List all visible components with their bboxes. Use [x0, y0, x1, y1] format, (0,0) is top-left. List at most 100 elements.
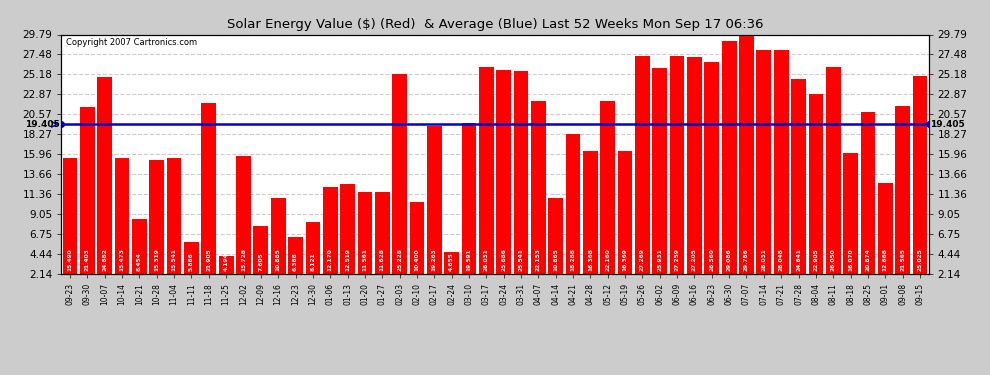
Text: 21.403: 21.403: [85, 248, 90, 271]
Bar: [357, 192, 372, 274]
Text: 16.070: 16.070: [848, 249, 853, 271]
Bar: [722, 40, 737, 274]
Text: 25.025: 25.025: [918, 248, 923, 271]
Text: 16.369: 16.369: [623, 248, 628, 271]
Text: 15.490: 15.490: [67, 249, 72, 271]
Text: 8.454: 8.454: [137, 252, 142, 271]
Bar: [253, 226, 268, 274]
Text: 4.194: 4.194: [224, 252, 229, 271]
Bar: [860, 112, 875, 274]
Text: 25.686: 25.686: [501, 248, 506, 271]
Text: 22.905: 22.905: [814, 249, 819, 271]
Text: 21.565: 21.565: [900, 248, 905, 271]
Text: 5.866: 5.866: [189, 252, 194, 271]
Bar: [201, 103, 216, 274]
Text: 24.641: 24.641: [796, 248, 801, 271]
Text: 26.050: 26.050: [831, 249, 836, 271]
Bar: [618, 151, 633, 274]
Text: 15.728: 15.728: [241, 248, 246, 271]
Bar: [149, 160, 164, 274]
Text: 15.541: 15.541: [171, 248, 176, 271]
Bar: [756, 50, 771, 274]
Text: 26.560: 26.560: [709, 248, 715, 271]
Text: 10.865: 10.865: [553, 248, 558, 271]
Bar: [496, 70, 511, 274]
Bar: [461, 123, 476, 274]
Bar: [600, 100, 615, 274]
Text: 15.319: 15.319: [154, 248, 159, 271]
Bar: [565, 134, 580, 274]
Text: 20.874: 20.874: [865, 248, 870, 271]
Bar: [705, 63, 719, 274]
Text: 21.905: 21.905: [206, 249, 211, 271]
Text: 25.228: 25.228: [397, 248, 402, 271]
Text: 28.031: 28.031: [761, 248, 766, 271]
Text: 15.473: 15.473: [120, 248, 125, 271]
Text: 29.786: 29.786: [744, 248, 749, 271]
Bar: [479, 67, 494, 274]
Bar: [184, 242, 199, 274]
Bar: [445, 252, 459, 274]
Bar: [583, 151, 598, 274]
Text: 10.400: 10.400: [415, 249, 420, 271]
Text: 29.086: 29.086: [727, 249, 732, 271]
Text: 7.605: 7.605: [258, 252, 263, 271]
Bar: [115, 158, 130, 274]
Bar: [132, 219, 147, 274]
Bar: [323, 187, 338, 274]
Text: 27.205: 27.205: [692, 248, 697, 271]
Bar: [774, 50, 789, 274]
Bar: [306, 222, 320, 274]
Text: 8.121: 8.121: [311, 252, 316, 271]
Bar: [375, 192, 390, 274]
Bar: [271, 198, 285, 274]
Text: 10.885: 10.885: [275, 248, 281, 271]
Text: 18.288: 18.288: [570, 248, 575, 271]
Bar: [791, 79, 806, 274]
Text: 24.882: 24.882: [102, 248, 107, 271]
Text: 16.368: 16.368: [588, 248, 593, 271]
Bar: [514, 71, 529, 274]
Bar: [809, 94, 824, 274]
Bar: [895, 106, 910, 274]
Text: 28.048: 28.048: [779, 248, 784, 271]
Bar: [288, 237, 303, 274]
Bar: [80, 107, 95, 274]
Bar: [913, 76, 928, 274]
Title: Solar Energy Value ($) (Red)  & Average (Blue) Last 52 Weeks Mon Sep 17 06:36: Solar Energy Value ($) (Red) & Average (…: [227, 18, 763, 30]
Text: 12.519: 12.519: [346, 248, 350, 271]
Bar: [392, 74, 407, 274]
Text: 26.031: 26.031: [484, 248, 489, 271]
Bar: [652, 68, 667, 274]
Bar: [687, 57, 702, 274]
Text: 12.668: 12.668: [883, 248, 888, 271]
Text: 11.628: 11.628: [380, 248, 385, 271]
Bar: [635, 56, 649, 274]
Text: 25.931: 25.931: [657, 248, 662, 271]
Bar: [878, 183, 893, 274]
Bar: [826, 67, 841, 274]
Bar: [341, 184, 355, 274]
Text: 19.405: 19.405: [25, 120, 59, 129]
Bar: [410, 202, 425, 274]
Bar: [740, 34, 753, 274]
Text: 27.269: 27.269: [640, 248, 644, 271]
Bar: [219, 256, 234, 274]
Bar: [237, 156, 250, 274]
Bar: [427, 126, 442, 274]
Text: 22.160: 22.160: [605, 248, 610, 271]
Text: 4.655: 4.655: [449, 252, 454, 271]
Text: 19.405: 19.405: [931, 120, 965, 129]
Text: 11.561: 11.561: [362, 248, 367, 271]
Text: 25.541: 25.541: [519, 248, 524, 271]
Text: 12.170: 12.170: [328, 248, 333, 271]
Text: 19.591: 19.591: [466, 249, 471, 271]
Bar: [62, 158, 77, 274]
Bar: [97, 77, 112, 274]
Bar: [548, 198, 563, 274]
Text: 19.263: 19.263: [432, 248, 437, 271]
Bar: [166, 158, 181, 274]
Text: 22.153: 22.153: [536, 248, 541, 271]
Bar: [843, 153, 858, 274]
Text: 27.259: 27.259: [674, 248, 679, 271]
